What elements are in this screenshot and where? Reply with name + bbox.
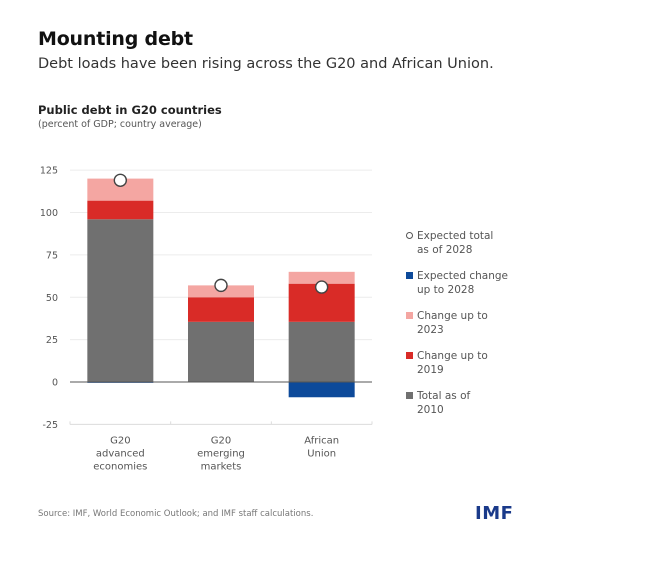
legend-item: Expected change up to 2028 bbox=[406, 269, 536, 297]
legend-label: Change up to 2019 bbox=[417, 350, 488, 376]
y-tick-label: 75 bbox=[46, 250, 58, 261]
legend-item: Change up to 2019 bbox=[406, 349, 536, 377]
expected-total-marker bbox=[113, 173, 128, 187]
y-tick-label: 125 bbox=[40, 166, 58, 177]
page-title: Mounting debt bbox=[38, 28, 193, 50]
color-swatch-icon bbox=[406, 392, 413, 399]
legend-label: Expected change up to 2028 bbox=[417, 270, 508, 296]
y-tick-label: 0 bbox=[52, 378, 58, 389]
chart-subtitle: (percent of GDP; country average) bbox=[38, 119, 202, 130]
expected-total-marker bbox=[314, 280, 329, 294]
bar-segment bbox=[87, 200, 154, 220]
bar-segment bbox=[188, 297, 254, 322]
y-tick-label: 25 bbox=[46, 335, 58, 346]
color-swatch-icon bbox=[406, 312, 413, 319]
legend-item: Total as of 2010 bbox=[406, 389, 536, 417]
bar-segment bbox=[288, 382, 355, 398]
expected-total-marker bbox=[214, 278, 228, 293]
y-tick-label: 100 bbox=[40, 208, 58, 219]
bar-segment bbox=[288, 271, 355, 284]
bar-segment bbox=[87, 178, 154, 201]
x-category-label: G20 emerging markets bbox=[197, 435, 245, 472]
bar-segment bbox=[288, 321, 355, 382]
x-category-label: African Union bbox=[304, 435, 339, 459]
bar-segment bbox=[188, 321, 254, 382]
legend-label: Change up to 2023 bbox=[417, 310, 488, 336]
color-swatch-icon bbox=[406, 352, 413, 359]
bar-segment bbox=[87, 219, 154, 382]
source-note: Source: IMF, World Economic Outlook; and… bbox=[38, 509, 314, 519]
imf-logo: IMF bbox=[475, 503, 514, 524]
legend-item: Change up to 2023 bbox=[406, 309, 536, 337]
x-category-label: G20 advanced economies bbox=[93, 435, 147, 472]
y-tick-label: -25 bbox=[42, 420, 58, 431]
legend-label: Total as of 2010 bbox=[417, 390, 471, 416]
circle-marker-icon bbox=[406, 232, 413, 239]
page-subtitle: Debt loads have been rising across the G… bbox=[38, 56, 494, 72]
y-tick-label: 50 bbox=[46, 293, 58, 304]
legend-label: Expected total as of 2028 bbox=[417, 230, 494, 256]
color-swatch-icon bbox=[406, 272, 413, 279]
chart-title: Public debt in G20 countries bbox=[38, 103, 222, 117]
legend-item: Expected total as of 2028 bbox=[406, 229, 536, 257]
chart-legend: Expected total as of 2028 Expected change… bbox=[406, 229, 536, 429]
